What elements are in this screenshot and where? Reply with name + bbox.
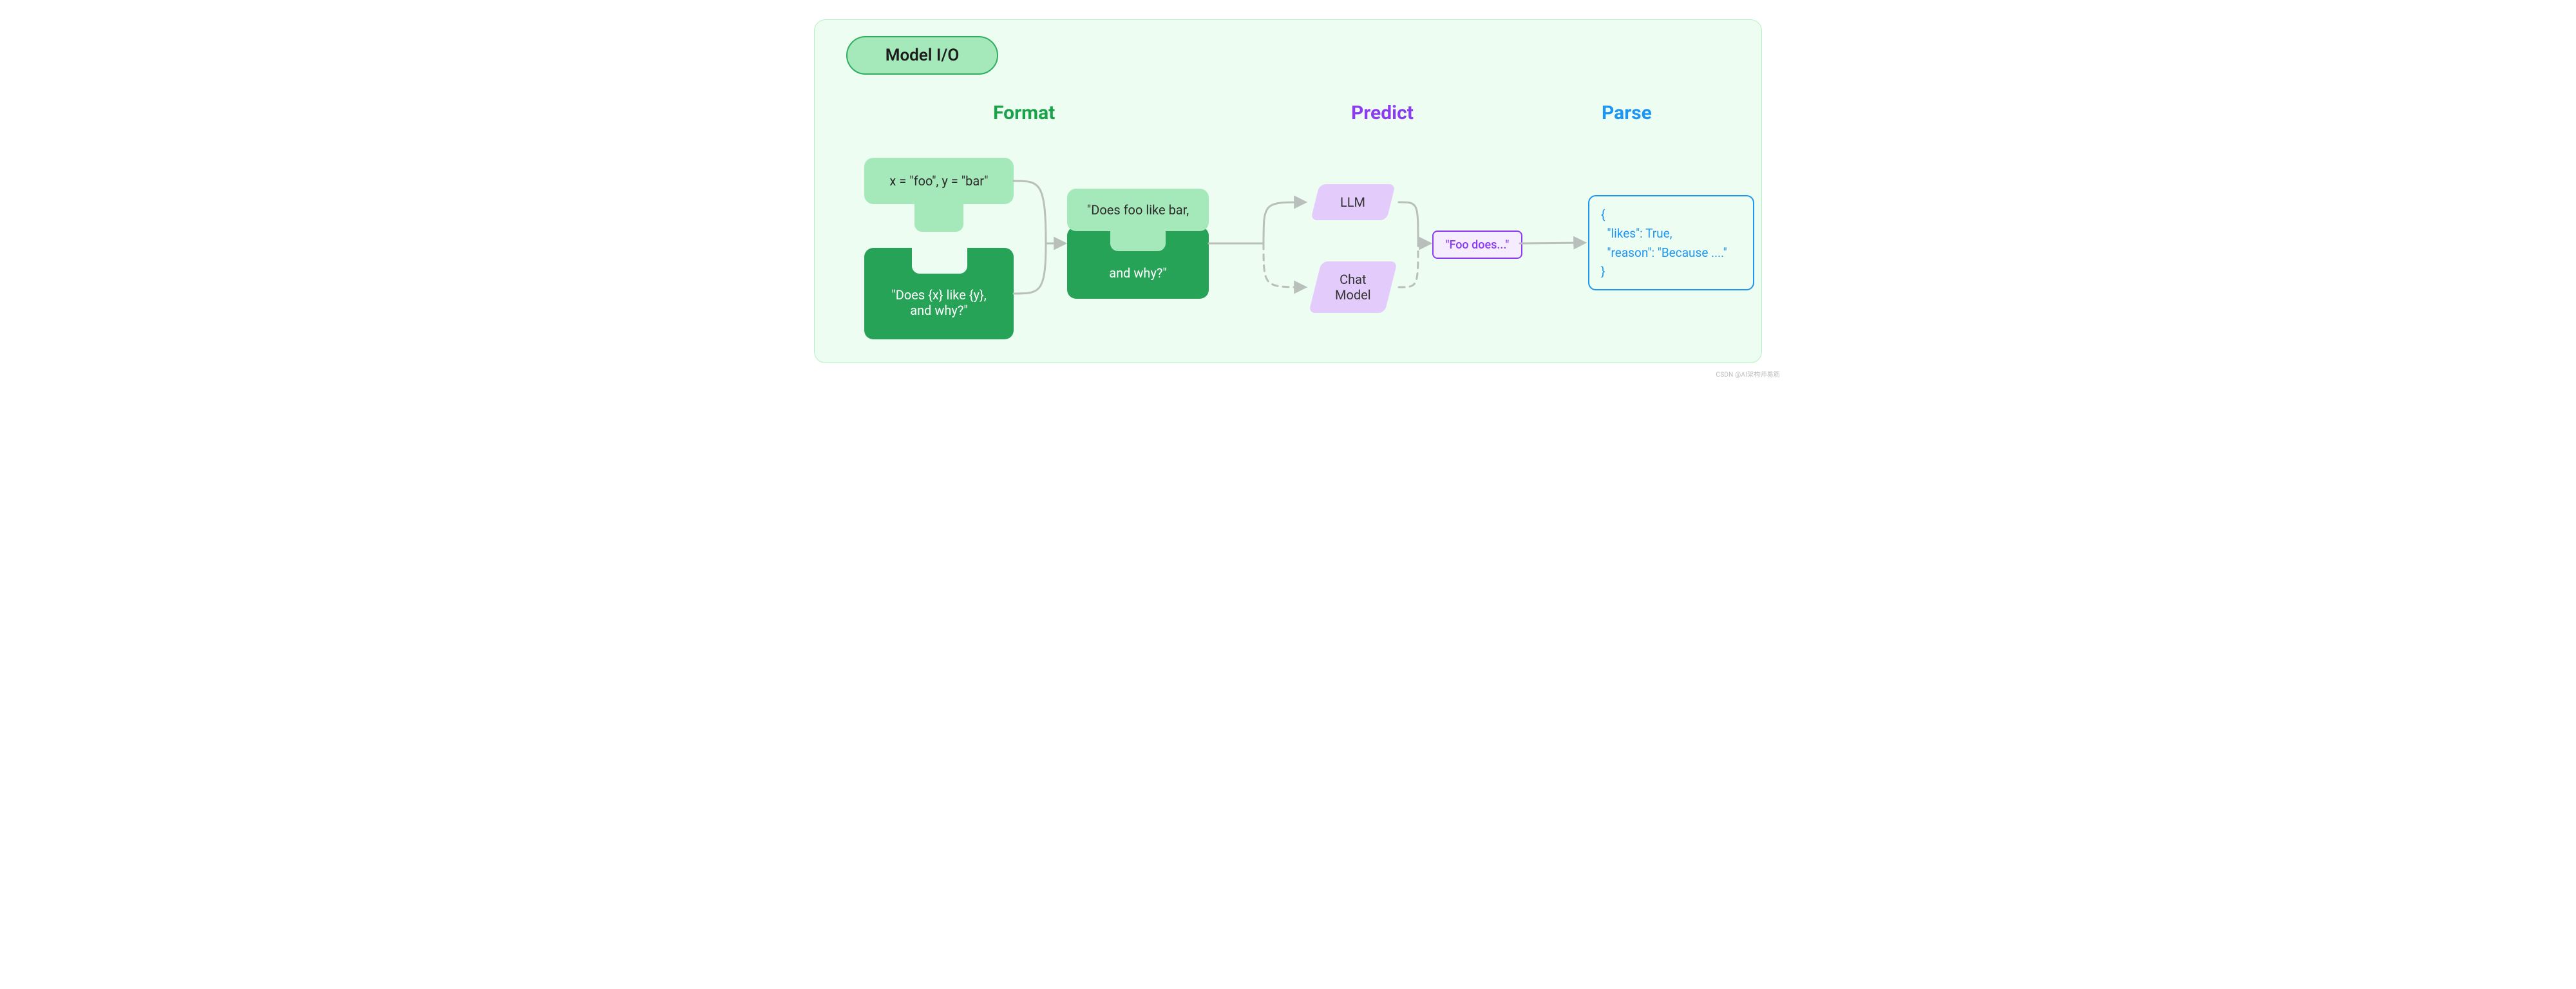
chat-model-node: Chat Model bbox=[1309, 261, 1397, 313]
vars-connector-tab bbox=[914, 200, 963, 232]
template-text: "Does {x} like {y}, and why?" bbox=[891, 269, 986, 318]
diagram-canvas: Model I/O Format Predict Parse x = "foo"… bbox=[793, 0, 1783, 380]
section-format-title: Format bbox=[993, 102, 1055, 124]
section-predict-title: Predict bbox=[1351, 102, 1414, 124]
filled-prompt-tab bbox=[1113, 227, 1162, 249]
chat-model-label: Chat Model bbox=[1335, 272, 1371, 303]
llm-node: LLM bbox=[1311, 184, 1396, 220]
title-text: Model I/O bbox=[886, 46, 960, 65]
template-notch bbox=[912, 248, 967, 274]
model-output-text: "Foo does..." bbox=[1446, 238, 1510, 252]
watermark: CSDN @AI架构师易筋 bbox=[1716, 369, 1780, 379]
title-pill: Model I/O bbox=[846, 36, 998, 75]
model-output-chip: "Foo does..." bbox=[1432, 231, 1522, 259]
llm-label: LLM bbox=[1340, 194, 1365, 210]
filled-top-text: "Does foo like bar, bbox=[1087, 202, 1189, 218]
filled-prompt-top: "Does foo like bar, bbox=[1067, 189, 1209, 231]
vars-text: x = "foo", y = "bar" bbox=[889, 173, 988, 189]
section-parse-title: Parse bbox=[1602, 102, 1652, 124]
vars-card: x = "foo", y = "bar" bbox=[864, 158, 1014, 204]
parse-output-box: { "likes": True, "reason": "Because ....… bbox=[1588, 195, 1754, 290]
